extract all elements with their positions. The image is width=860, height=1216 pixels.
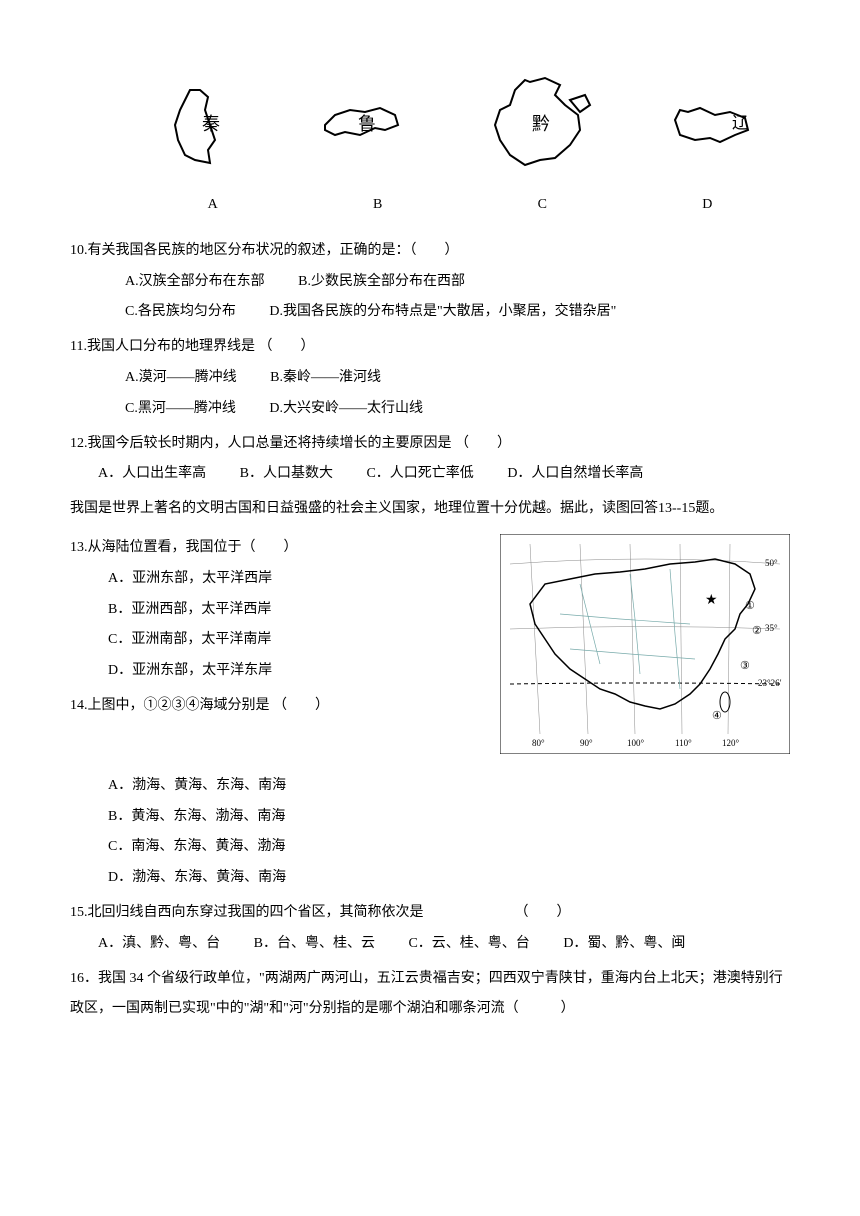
question-10: 10.有关我国各民族的地区分布状况的叙述，正确的是：（ ） A.汉族全部分布在东… [70,236,790,328]
question-11: 11.我国人口分布的地理界线是 （ ） A.漠河——腾冲线 B.秦岭——淮河线 … [70,332,790,424]
q15-option-b: B．台、粤、桂、云 [254,936,375,951]
svg-text:80°: 80° [532,738,545,748]
q13-option-a: A．亚洲东部，太平洋西岸 [108,564,490,595]
svg-text:秦: 秦 [202,114,220,134]
svg-text:②: ② [752,625,762,637]
shape-b: 鲁 [310,90,410,160]
label-b: B [373,190,382,221]
svg-text:★: ★ [705,593,718,608]
svg-text:110°: 110° [675,738,692,748]
content-with-map: 13.从海陆位置看，我国位于（ ） A．亚洲东部，太平洋西岸 B．亚洲西部，太平… [70,529,790,767]
question-16: 16．我国 34 个省级行政单位，"两湖两广两河山，五江云贵福吉安；四西双宁青陕… [70,964,790,1026]
shape-a: 秦 [160,75,250,175]
svg-text:黔: 黔 [532,114,550,134]
province-shapes-row: 秦 鲁 黔 辽 [130,70,790,180]
svg-text:①: ① [745,600,755,612]
label-c: C [538,190,547,221]
q15-option-a: A．滇、黔、粤、台 [98,936,220,951]
q13-option-b: B．亚洲西部，太平洋西岸 [108,595,490,626]
svg-text:50°: 50° [765,558,778,568]
q14-option-b: B．黄海、东海、渤海、南海 [108,802,790,833]
q15-text: 15.北回归线自西向东穿过我国的四个省区，其简称依次是 （ ） [70,898,790,929]
svg-text:鲁: 鲁 [358,114,376,134]
q11-text: 11.我国人口分布的地理界线是 （ ） [70,332,790,363]
q15-option-c: C．云、桂、粤、台 [408,936,529,951]
q14-option-a: A．渤海、黄海、东海、南海 [108,771,790,802]
q11-option-d: D.大兴安岭——太行山线 [269,401,423,416]
q13-option-d: D．亚洲东部，太平洋东岸 [108,656,490,687]
q12-text: 12.我国今后较长时期内，人口总量还将持续增长的主要原因是 （ ） [70,429,790,460]
svg-text:100°: 100° [627,738,645,748]
q10-option-d: D.我国各民族的分布特点是"大散居，小聚居，交错杂居" [269,304,616,319]
q13-option-c: C．亚洲南部，太平洋南岸 [108,625,490,656]
question-12: 12.我国今后较长时期内，人口总量还将持续增长的主要原因是 （ ） A．人口出生… [70,429,790,491]
q10-option-b: B.少数民族全部分布在西部 [298,274,465,289]
q14-text: 14.上图中，①②③④海域分别是 （ ） [70,691,490,722]
svg-text:35°: 35° [765,623,778,633]
svg-text:③: ③ [740,660,750,672]
china-map: ★ ① ② ③ ④ 80° 90° 100° 110° 120° 50° 35°… [500,534,790,767]
q11-option-c: C.黑河——腾冲线 [125,401,236,416]
question-14-text: 14.上图中，①②③④海域分别是 （ ） [70,691,490,722]
q12-option-c: C．人口死亡率低 [366,466,473,481]
q12-option-d: D．人口自然增长率高 [507,466,643,481]
svg-text:23°26′: 23°26′ [758,678,782,688]
svg-text:90°: 90° [580,738,593,748]
question-14-options: A．渤海、黄海、东海、南海 B．黄海、东海、渤海、南海 C．南海、东海、黄海、渤… [70,771,790,894]
q10-text: 10.有关我国各民族的地区分布状况的叙述，正确的是：（ ） [70,236,790,267]
q16-text: 16．我国 34 个省级行政单位，"两湖两广两河山，五江云贵福吉安；四西双宁青陕… [70,964,790,1026]
question-13: 13.从海陆位置看，我国位于（ ） A．亚洲东部，太平洋西岸 B．亚洲西部，太平… [70,533,490,687]
q10-option-a: A.汉族全部分布在东部 [125,274,265,289]
q12-option-a: A．人口出生率高 [98,466,206,481]
question-15: 15.北回归线自西向东穿过我国的四个省区，其简称依次是 （ ） A．滇、黔、粤、… [70,898,790,960]
q13-text: 13.从海陆位置看，我国位于（ ） [70,533,490,564]
svg-text:④: ④ [712,710,722,722]
q12-option-b: B．人口基数大 [240,466,333,481]
intro-text: 我国是世界上著名的文明古国和日益强盛的社会主义国家，地理位置十分优越。据此，读图… [70,494,790,525]
q11-option-b: B.秦岭——淮河线 [270,370,381,385]
svg-text:120°: 120° [722,738,740,748]
q10-option-c: C.各民族均匀分布 [125,304,236,319]
q11-option-a: A.漠河——腾冲线 [125,370,237,385]
shape-c: 黔 [470,70,600,180]
q14-option-d: D．渤海、东海、黄海、南海 [108,863,790,894]
q15-option-d: D．蜀、黔、粤、闽 [563,936,685,951]
svg-text:辽: 辽 [732,114,748,132]
shape-d: 辽 [660,90,760,160]
label-a: A [208,190,218,221]
label-d: D [702,190,712,221]
q14-option-c: C．南海、东海、黄海、渤海 [108,832,790,863]
shape-labels: A B C D [130,190,790,221]
